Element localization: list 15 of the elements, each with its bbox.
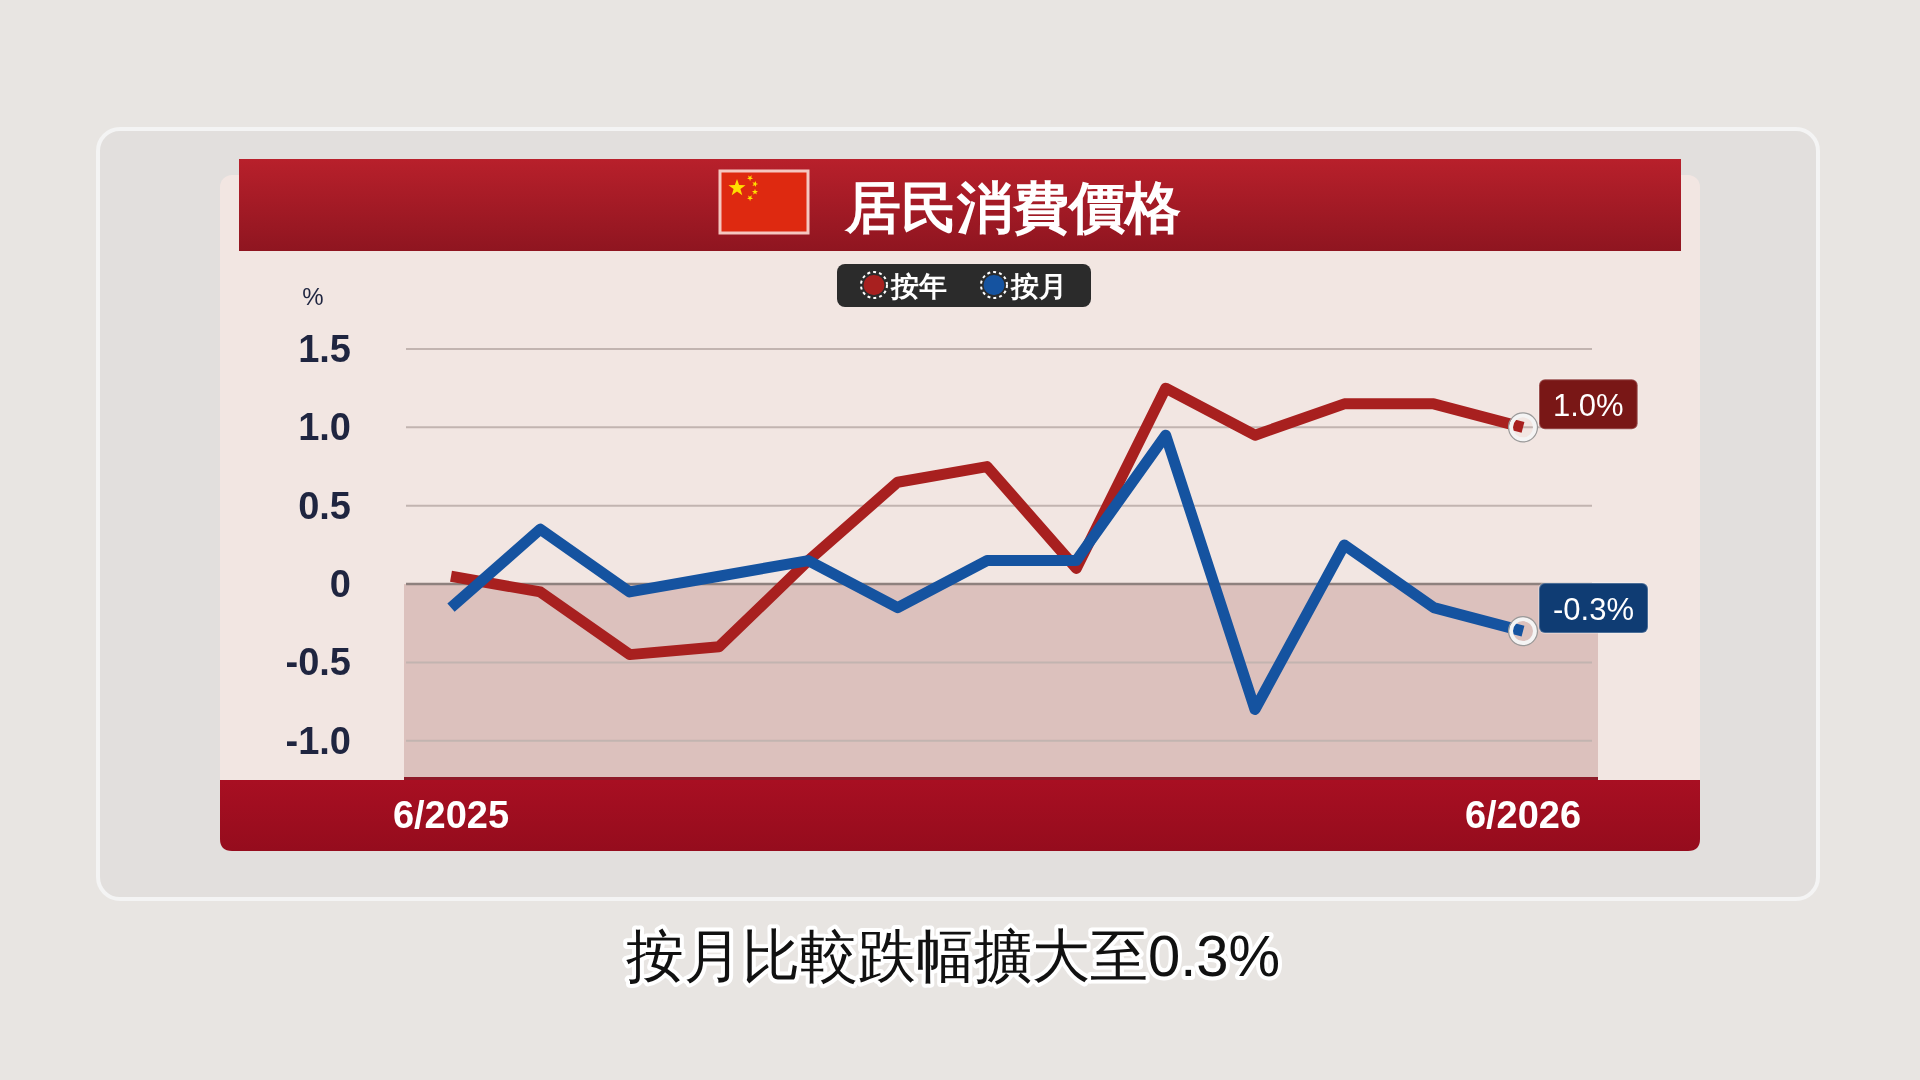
- title: 居民消費價格: [845, 175, 1181, 239]
- x-tick-label: 6/2025: [392, 794, 510, 836]
- data-label: -0.3%: [1553, 591, 1634, 627]
- y-tick-label: 0: [329, 563, 351, 606]
- annotation: 按月比較跌幅擴大至0.3%: [625, 922, 1281, 988]
- y-tick-label: 0.5: [298, 484, 351, 527]
- y-tick-label: -0.5: [285, 641, 351, 684]
- legend-label: 按月: [1010, 270, 1067, 302]
- data-label: 1.0%: [1553, 387, 1624, 423]
- y-tick-label: 1.5: [298, 328, 351, 370]
- y-tick-label: 1.0: [298, 406, 351, 449]
- y-tick-label: -1.0: [285, 719, 351, 762]
- legend-label: 按年: [890, 270, 947, 302]
- x-tick-label: 6/2026: [1464, 794, 1582, 836]
- y-axis-label: %: [302, 282, 324, 310]
